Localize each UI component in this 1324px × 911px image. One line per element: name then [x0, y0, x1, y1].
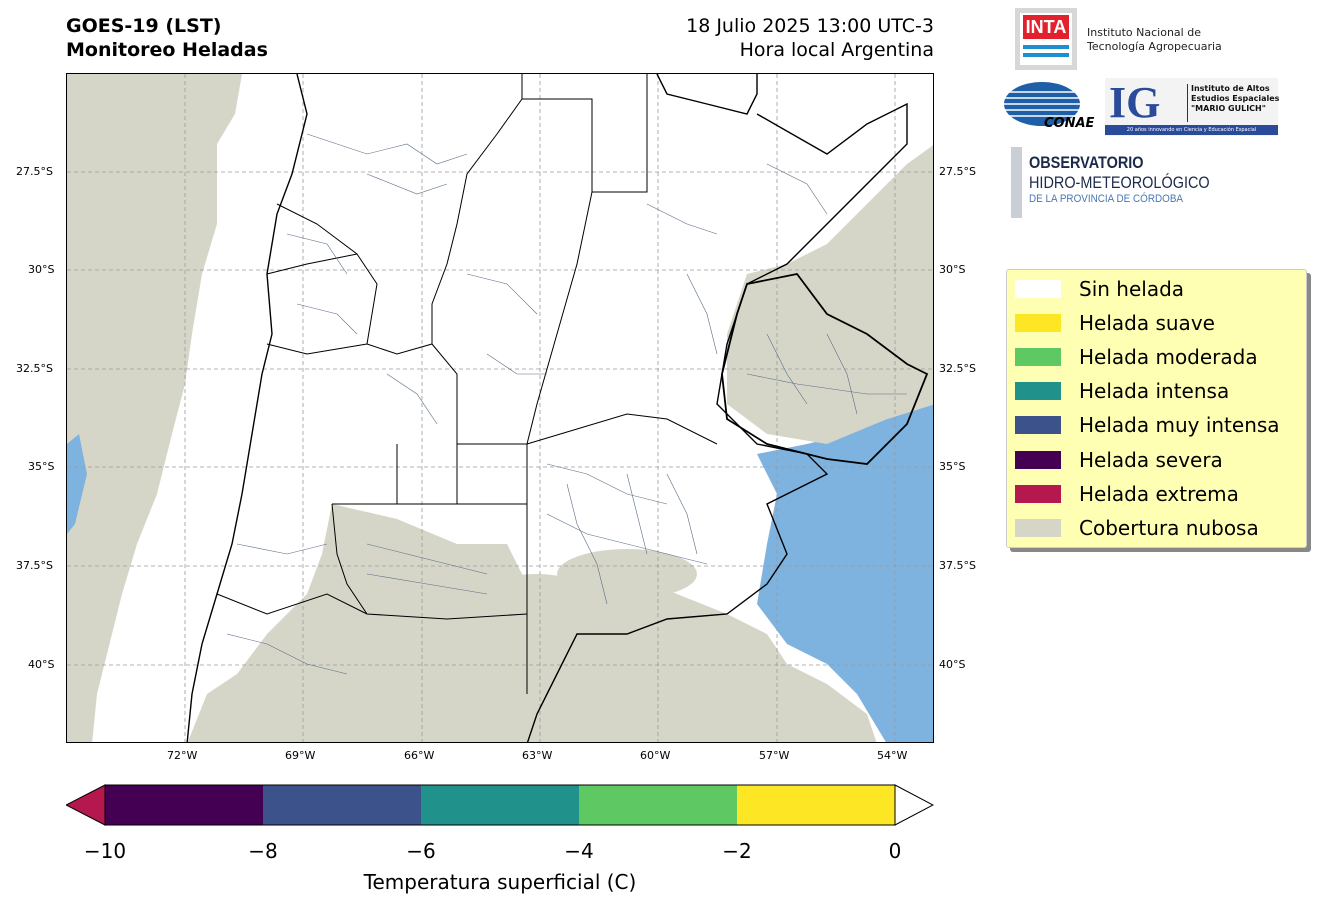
legend-label: Helada suave — [1079, 311, 1215, 335]
lat-tick-left: 37.5°S — [16, 559, 53, 572]
ocean-pacific — [67, 434, 87, 534]
colorbar-svg — [64, 784, 935, 826]
conae-globe-icon — [1004, 82, 1080, 126]
province-borders — [216, 74, 718, 694]
conae-logo: CONAE — [1004, 80, 1094, 134]
title-line-1: GOES-19 (LST) — [66, 15, 222, 37]
legend-label: Helada muy intensa — [1079, 413, 1280, 437]
colorbar — [64, 784, 935, 826]
map-svg — [67, 74, 933, 742]
colorbar-segment — [737, 785, 895, 825]
map-title: GOES-19 (LST) Monitoreo Heladas — [66, 14, 268, 62]
colorbar-segment — [263, 785, 421, 825]
legend-item: Helada extrema — [1015, 482, 1239, 506]
colorbar-segment — [105, 785, 263, 825]
colorbar-title: Temperatura superficial (C) — [363, 870, 637, 894]
legend-item: Sin helada — [1015, 277, 1184, 301]
lon-tick: 72°W — [167, 749, 198, 762]
title-line-2: Monitoreo Heladas — [66, 39, 268, 61]
lat-tick-left: 35°S — [28, 460, 55, 473]
date-line-1: 18 Julio 2025 13:00 UTC-3 — [686, 15, 934, 37]
cloud-south — [187, 504, 877, 742]
colorbar-tick: −4 — [564, 839, 594, 863]
legend-box: Sin helada Helada suave Helada moderada … — [1006, 269, 1307, 548]
legend-label: Cobertura nubosa — [1079, 516, 1259, 540]
legend-swatch — [1015, 280, 1061, 298]
observatorio-logo: OBSERVATORIO HIDRO-METEOROLÓGICO DE LA P… — [1029, 153, 1210, 205]
conae-mark: CONAE — [1044, 116, 1095, 131]
lat-tick-right: 37.5°S — [939, 559, 976, 572]
cloud-west — [67, 74, 242, 742]
colorbar-tick: −8 — [248, 839, 278, 863]
ig-name: Instituto de Altos Estudios Espaciales "… — [1191, 84, 1280, 113]
department-borders — [226, 133, 907, 675]
colorbar-tick: −10 — [83, 839, 127, 863]
lon-tick: 54°W — [877, 749, 908, 762]
lat-tick-left: 30°S — [28, 263, 55, 276]
legend-swatch — [1015, 519, 1061, 537]
inta-name: Instituto Nacional de Tecnología Agropec… — [1087, 26, 1222, 53]
lat-tick-left: 32.5°S — [16, 362, 53, 375]
legend-swatch — [1015, 485, 1061, 503]
legend-label: Helada severa — [1079, 448, 1223, 472]
ig-mark: IG — [1109, 78, 1161, 127]
cloud-pampa — [557, 549, 697, 599]
legend-label: Sin helada — [1079, 277, 1185, 301]
legend-label: Helada intensa — [1079, 379, 1230, 403]
colorbar-segment — [421, 785, 579, 825]
lat-tick-left: 40°S — [28, 658, 55, 671]
legend-swatch — [1015, 314, 1061, 332]
lon-tick: 69°W — [285, 749, 316, 762]
ig-logo: IG Instituto de Altos Estudios Espaciale… — [1105, 78, 1280, 136]
lat-tick-right: 30°S — [939, 263, 966, 276]
legend-swatch — [1015, 348, 1061, 366]
colorbar-tick: −6 — [406, 839, 436, 863]
legend-swatch — [1015, 451, 1061, 469]
lat-tick-right: 35°S — [939, 460, 966, 473]
legend-item: Helada muy intensa — [1015, 413, 1280, 437]
lon-tick: 60°W — [640, 749, 671, 762]
legend-swatch — [1015, 382, 1061, 400]
lat-tick-right: 40°S — [939, 658, 966, 671]
colorbar-over-arrow — [894, 784, 935, 826]
lat-tick-right: 32.5°S — [939, 362, 976, 375]
colorbar-under-arrow — [64, 784, 106, 826]
map-canvas — [66, 73, 934, 743]
ig-tagline: 20 años innovando en Ciencia y Educación… — [1105, 125, 1278, 135]
legend-item: Cobertura nubosa — [1015, 516, 1259, 540]
inta-logo: INTA — [1015, 8, 1077, 70]
graticule — [67, 74, 933, 742]
legend-item: Helada severa — [1015, 448, 1223, 472]
date-line-2: Hora local Argentina — [739, 39, 934, 61]
lat-tick-left: 27.5°S — [16, 165, 53, 178]
legend-swatch — [1015, 416, 1061, 434]
map-datetime: 18 Julio 2025 13:00 UTC-3 Hora local Arg… — [686, 14, 934, 62]
legend-item: Helada moderada — [1015, 345, 1258, 369]
uruguay-border — [721, 273, 929, 465]
legend-label: Helada moderada — [1079, 345, 1258, 369]
colorbar-segment — [579, 785, 737, 825]
legend-item: Helada suave — [1015, 311, 1215, 335]
ocean-atlantic — [757, 404, 933, 742]
inta-mark: INTA — [1023, 15, 1069, 39]
legend-label: Helada extrema — [1079, 482, 1239, 506]
lat-tick-right: 27.5°S — [939, 165, 976, 178]
lon-tick: 63°W — [522, 749, 553, 762]
colorbar-tick: −2 — [722, 839, 752, 863]
colorbar-tick: 0 — [888, 839, 902, 863]
observatorio-bar — [1011, 147, 1022, 218]
cloud-pampa-2 — [487, 574, 587, 614]
lon-tick: 66°W — [404, 749, 435, 762]
lon-tick: 57°W — [759, 749, 790, 762]
legend-item: Helada intensa — [1015, 379, 1229, 403]
